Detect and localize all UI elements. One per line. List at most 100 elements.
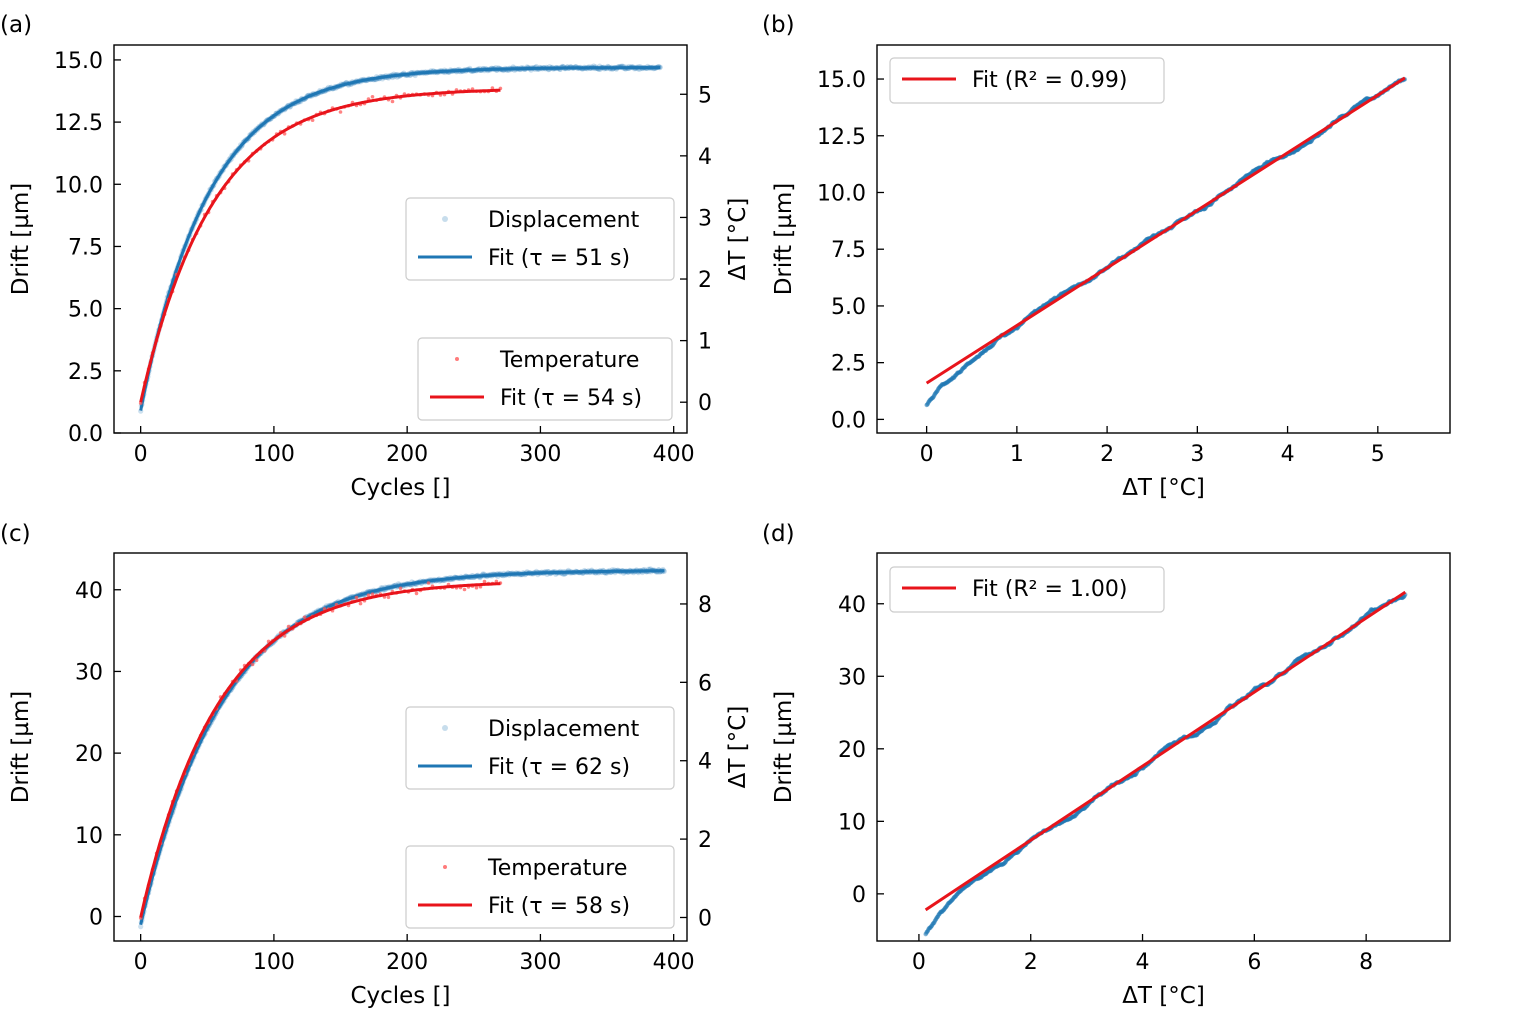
data-point	[957, 890, 962, 895]
data-point	[1300, 654, 1305, 659]
y-tick-label: 2.5	[68, 360, 103, 385]
data-point	[939, 909, 944, 915]
data-point	[995, 863, 1000, 868]
temperature-point	[462, 587, 467, 592]
y-right-tick-label: 2	[698, 268, 712, 293]
data-point	[923, 932, 928, 937]
data-point	[969, 359, 974, 364]
data-point	[1295, 147, 1301, 152]
data-point	[980, 873, 985, 879]
data-point	[924, 930, 929, 935]
data-point	[1193, 733, 1198, 738]
data-point	[1200, 727, 1205, 733]
data-point	[929, 396, 934, 402]
data-point	[925, 402, 930, 407]
data-point	[1210, 721, 1215, 727]
data-point	[1001, 861, 1007, 866]
data-point	[1195, 731, 1200, 737]
data-point	[1133, 772, 1138, 778]
data-point	[1364, 96, 1369, 101]
y-right-tick-label: 2	[698, 828, 712, 853]
data-point	[1253, 685, 1258, 690]
legend-frame	[405, 706, 675, 790]
data-point	[930, 921, 936, 926]
y-axis-label: Drift [µm]	[771, 183, 797, 296]
data-point	[1069, 815, 1074, 820]
data-point	[988, 868, 993, 874]
data-point	[1007, 855, 1012, 861]
data-point	[1297, 656, 1302, 661]
x-tick-label: 0	[134, 442, 148, 467]
data-point	[1199, 728, 1205, 733]
displacement-fit-line	[139, 66, 661, 411]
data-point	[926, 926, 931, 931]
plot-area	[138, 566, 667, 930]
x-tick-label: 8	[1359, 950, 1373, 975]
data-point	[1358, 100, 1363, 105]
data-point	[937, 910, 943, 916]
data-point	[1292, 659, 1298, 664]
data-point	[1309, 139, 1314, 144]
y-tick-label: 30	[838, 665, 866, 690]
y-tick-label: 10.0	[54, 173, 103, 198]
data-point	[951, 895, 957, 900]
data-point	[1363, 97, 1368, 102]
data-point	[1069, 814, 1075, 820]
y-tick-label: 20	[838, 738, 866, 763]
data-point	[1070, 815, 1075, 820]
data-point	[961, 366, 966, 371]
data-point	[958, 369, 963, 374]
x-tick-label: 300	[519, 950, 561, 975]
data-point	[989, 343, 995, 348]
data-point	[1002, 860, 1007, 866]
data-point	[956, 890, 961, 896]
data-point	[998, 862, 1004, 867]
data-point	[959, 888, 964, 893]
data-point	[973, 355, 979, 361]
data-point	[980, 350, 986, 355]
data-point	[1065, 817, 1071, 822]
x-tick-label: 0	[912, 950, 926, 975]
x-axis-label: Cycles []	[350, 983, 450, 1009]
y-tick-label: 0.0	[68, 422, 103, 447]
legend-label: Fit (R² = 1.00)	[972, 577, 1127, 602]
data-point	[1293, 658, 1299, 664]
data-point	[959, 369, 964, 374]
plot-area	[138, 63, 663, 414]
y-right-tick-label: 8	[698, 593, 712, 618]
data-point	[1005, 857, 1010, 862]
axes-frame	[876, 44, 1451, 434]
data-point	[958, 888, 963, 894]
data-point	[964, 363, 969, 368]
legend-label: Fit (τ = 58 s)	[488, 894, 630, 919]
data-point	[998, 862, 1003, 867]
data-point	[981, 349, 986, 354]
data-point	[928, 924, 934, 929]
data-point	[1294, 657, 1300, 662]
temperature-point	[310, 118, 315, 122]
data-point	[934, 916, 939, 921]
data-point	[944, 380, 949, 385]
data-point	[1208, 722, 1214, 728]
data-point	[971, 357, 977, 362]
data-point	[948, 899, 953, 905]
x-axis-label: Cycles []	[350, 475, 450, 501]
data-point	[1072, 813, 1077, 818]
data-point	[1199, 728, 1204, 734]
y-right-tick-label: 3	[698, 206, 712, 231]
data-point	[1196, 730, 1201, 736]
data-point	[1367, 609, 1373, 614]
data-point	[962, 364, 968, 370]
x-tick-label: 4	[1281, 442, 1295, 467]
data-point	[984, 347, 989, 353]
data-point	[1163, 745, 1168, 750]
data-point	[979, 874, 984, 879]
data-point	[1006, 856, 1011, 862]
data-point	[999, 862, 1004, 868]
data-point	[963, 363, 968, 368]
data-point	[1244, 173, 1249, 178]
data-point	[928, 397, 933, 402]
data-point	[1002, 860, 1008, 865]
data-point	[936, 913, 941, 918]
data-point	[1253, 167, 1259, 172]
